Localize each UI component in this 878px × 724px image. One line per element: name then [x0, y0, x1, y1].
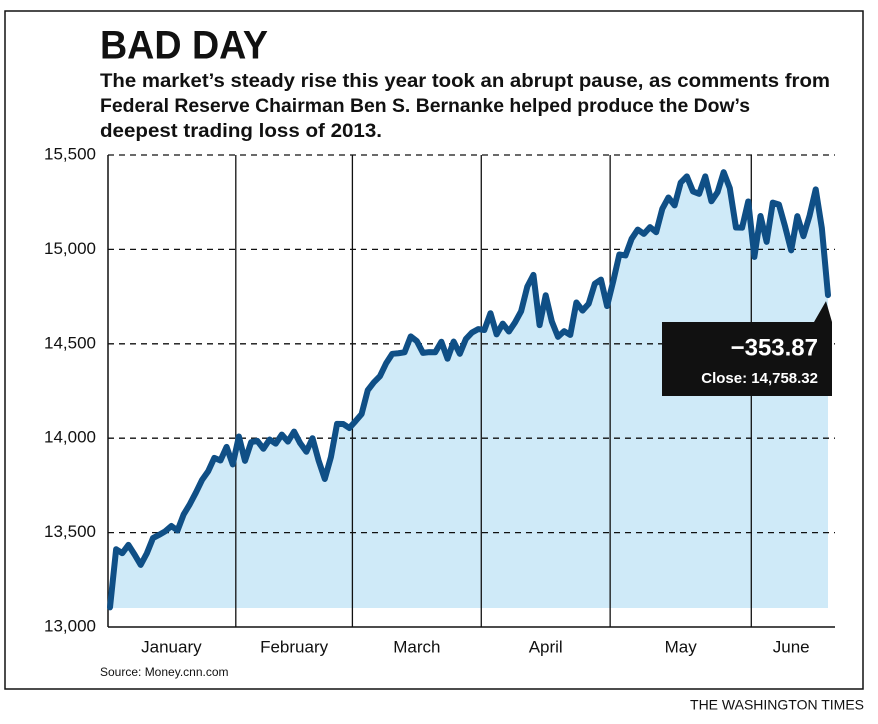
line — [107, 169, 831, 611]
y-tick-label: 14,500 — [44, 333, 96, 352]
subtitle: deepest trading loss of 2013. — [100, 121, 382, 142]
y-tick-label: 13,500 — [44, 522, 96, 541]
x-tick-label: January — [141, 637, 202, 656]
y-tick-label: 15,000 — [44, 239, 96, 258]
annotation: −353.87 — [731, 334, 818, 361]
x-tick-label: May — [665, 637, 698, 656]
annotation: Close: 14,758.32 — [701, 370, 818, 387]
subtitle: The market’s steady rise this year took … — [100, 71, 830, 92]
chart-title: BAD DAY — [100, 24, 268, 68]
source: Source: Money.cnn.com — [100, 665, 229, 679]
callout-box — [662, 301, 832, 396]
y-tick-label: 14,000 — [44, 428, 96, 447]
x-tick-label: March — [393, 637, 440, 656]
x-tick-label: April — [529, 637, 563, 656]
subtitle: Federal Reserve Chairman Ben S. Bernanke… — [100, 96, 750, 117]
y-tick-label: 13,000 — [44, 616, 96, 635]
area — [110, 172, 828, 609]
credit: THE WASHINGTON TIMES — [690, 697, 864, 713]
x-tick-label: June — [773, 637, 810, 656]
x-tick-label: February — [260, 637, 329, 656]
y-tick-label: 15,500 — [44, 144, 96, 163]
